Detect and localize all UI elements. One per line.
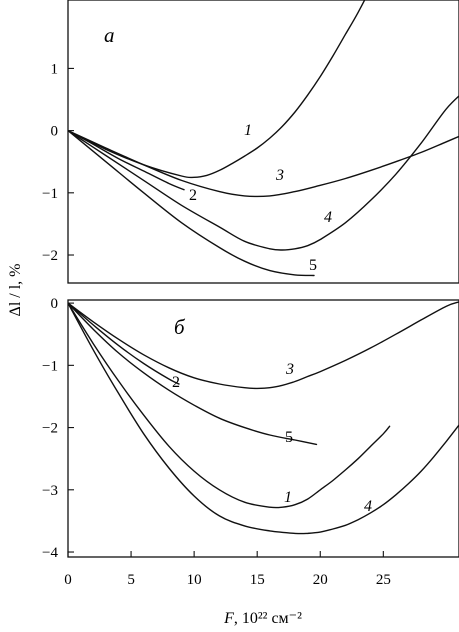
ytick-label: 0 bbox=[51, 296, 59, 312]
curve-label-a-5: 5 bbox=[309, 257, 317, 274]
panel-a-curves bbox=[68, 0, 459, 277]
curve-b-5 bbox=[68, 302, 318, 446]
x-axis-variable: F bbox=[223, 610, 234, 627]
ytick-label: −2 bbox=[42, 248, 58, 264]
curve-b-3 bbox=[68, 301, 459, 390]
xtick-label: 10 bbox=[187, 572, 202, 588]
x-axis-title: F, 10²² см⁻² bbox=[223, 610, 302, 627]
curve-label-b-2: 2 bbox=[172, 374, 180, 391]
ytick-label: −1 bbox=[42, 186, 58, 202]
curve-label-b-3: 3 bbox=[285, 361, 294, 378]
curve-b-4 bbox=[68, 302, 459, 535]
curve-a-1 bbox=[68, 0, 366, 179]
ytick-label: 0 bbox=[51, 124, 59, 140]
xtick-label: 20 bbox=[313, 572, 328, 588]
curve-b-2 bbox=[68, 302, 180, 385]
ytick-label: −1 bbox=[42, 358, 58, 374]
panel-b: б 0−1−2−3−4 0 5 10 15 20 25 1 2 3 4 5 bbox=[42, 296, 459, 588]
xtick-label: 0 bbox=[64, 572, 72, 588]
panel-b-xticks: 0 5 10 15 20 25 bbox=[64, 551, 391, 588]
panel-b-curve-labels: 1 2 3 4 5 bbox=[172, 361, 372, 515]
curve-label-a-3: 3 bbox=[275, 167, 284, 184]
panel-a-label: а bbox=[104, 23, 115, 47]
panel-a-curve-labels: 1 2 3 4 5 bbox=[189, 122, 332, 274]
panel-a-yticks: 1 0 −1 −2 bbox=[42, 61, 74, 264]
xtick-label: 25 bbox=[376, 572, 391, 588]
panel-b-curves bbox=[68, 301, 459, 535]
y-axis-title: Δl / l, % bbox=[7, 264, 24, 317]
curve-a-5 bbox=[68, 129, 315, 277]
curve-label-b-5: 5 bbox=[285, 429, 293, 446]
ytick-label: 1 bbox=[51, 61, 59, 77]
panel-a-frame bbox=[67, 0, 459, 284]
curve-label-b-4: 4 bbox=[364, 498, 372, 515]
x-axis-unit: , 10²² см⁻² bbox=[234, 610, 302, 627]
ytick-label: −4 bbox=[42, 545, 58, 561]
ytick-label: −3 bbox=[42, 483, 58, 499]
curve-label-a-4: 4 bbox=[324, 209, 332, 226]
ytick-label: −2 bbox=[42, 421, 58, 437]
panel-b-frame bbox=[67, 299, 459, 558]
xtick-label: 5 bbox=[127, 572, 135, 588]
panel-b-label: б bbox=[174, 315, 186, 339]
xtick-label: 15 bbox=[250, 572, 265, 588]
curve-label-b-1: 1 bbox=[284, 489, 292, 506]
panel-a: а 1 0 −1 −2 1 2 3 4 5 bbox=[42, 0, 459, 284]
curve-label-a-2: 2 bbox=[189, 187, 197, 204]
curve-b-1 bbox=[68, 302, 391, 509]
curve-a-2 bbox=[68, 129, 185, 191]
panel-b-yticks: 0 −1 −2 −3 −4 bbox=[42, 296, 74, 561]
curve-a-4 bbox=[68, 94, 459, 251]
curve-label-a-1: 1 bbox=[244, 122, 252, 139]
curve-a-3 bbox=[68, 129, 459, 198]
